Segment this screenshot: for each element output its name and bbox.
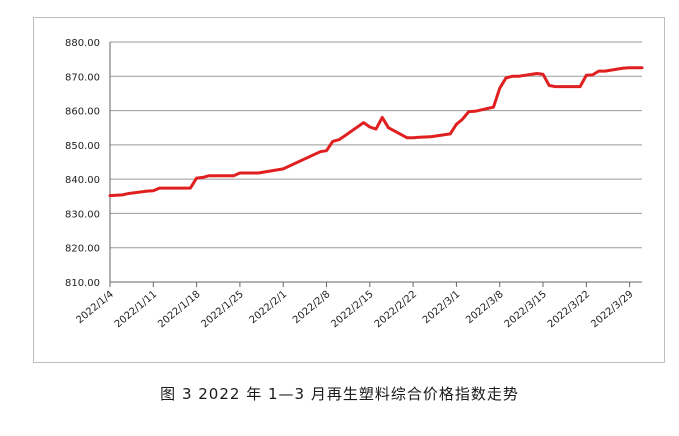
x-tick-label: 2022/1/25 xyxy=(199,289,245,330)
y-tick-label: 820.00 xyxy=(65,244,100,255)
x-tick-label: 2022/2/8 xyxy=(291,289,332,326)
y-tick-label: 830.00 xyxy=(65,209,100,220)
y-tick-label: 870.00 xyxy=(65,72,100,83)
y-tick-label: 810.00 xyxy=(65,278,100,289)
y-tick-label: 850.00 xyxy=(65,141,100,152)
x-tick-label: 2022/1/11 xyxy=(113,289,159,330)
x-tick-label: 2022/2/22 xyxy=(373,289,419,330)
x-tick-label: 2022/3/15 xyxy=(503,289,549,330)
x-tick-label: 2022/3/22 xyxy=(546,289,592,330)
x-tick-label: 2022/2/1 xyxy=(248,289,289,326)
figure-caption: 图 3 2022 年 1—3 月再生塑料综合价格指数走势 xyxy=(160,385,519,403)
y-tick-label: 880.00 xyxy=(65,38,100,49)
x-tick-label: 2022/3/29 xyxy=(589,289,635,330)
y-tick-label: 860.00 xyxy=(65,107,100,118)
x-tick-label: 2022/1/18 xyxy=(156,289,202,330)
x-tick-label: 2022/1/4 xyxy=(74,289,115,326)
y-tick-label: 840.00 xyxy=(65,175,100,186)
x-tick-label: 2022/3/1 xyxy=(421,289,462,326)
x-tick-label: 2022/3/8 xyxy=(464,289,505,326)
x-tick-label: 2022/2/15 xyxy=(329,289,375,330)
series-line xyxy=(108,66,644,198)
chart-frame: 880.00 870.00 860.00 850.00 840.00 830.00 820.… xyxy=(33,17,665,363)
line-chart: 880.00 870.00 860.00 850.00 840.00 830.00 820.… xyxy=(65,38,644,330)
